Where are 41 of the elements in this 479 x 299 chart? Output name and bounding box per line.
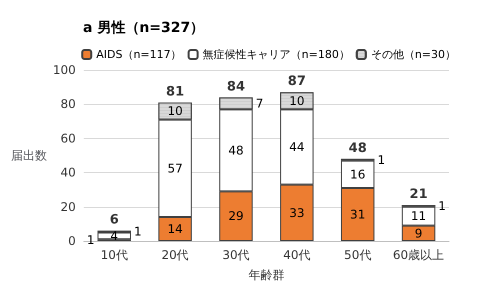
data-label: 33 [289, 206, 304, 220]
data-label: 10 [289, 94, 304, 108]
legend-label: AIDS（n=117） [96, 48, 182, 61]
x-tick-label: 60歳以上 [392, 248, 444, 262]
y-tick-label: 0 [68, 234, 76, 248]
x-tick-label: 50代 [344, 248, 372, 262]
data-label: 48 [228, 143, 244, 158]
x-tick-label: 40代 [283, 248, 310, 262]
data-label: 1 [377, 152, 386, 167]
x-tick-label: 20代 [161, 248, 189, 262]
data-label: 44 [289, 140, 304, 154]
data-label: 7 [256, 96, 264, 110]
total-label: 81 [166, 84, 184, 100]
data-label: 29 [228, 209, 244, 224]
data-label: 1 [438, 198, 446, 213]
data-label: 11 [410, 209, 426, 224]
data-label: 9 [414, 226, 422, 240]
data-label: 1 [134, 224, 142, 239]
legend-label: その他（n=30） [370, 48, 456, 61]
chart-title: a 男性（n=327） [83, 20, 204, 36]
y-tick-label: 20 [60, 200, 76, 214]
data-label: 57 [167, 161, 183, 176]
data-label: 1 [86, 233, 94, 248]
y-axis-title: 届出数 [11, 148, 47, 162]
data-label: 14 [167, 222, 183, 236]
data-label: 10 [167, 104, 183, 118]
y-tick-label: 40 [60, 166, 76, 180]
data-label: 31 [350, 207, 366, 222]
y-tick-label: 60 [60, 131, 76, 146]
x-tick-label: 10代 [100, 248, 128, 262]
data-label: 16 [350, 167, 366, 182]
total-label: 87 [288, 74, 306, 90]
total-label: 48 [348, 140, 367, 156]
total-label: 6 [110, 212, 119, 228]
total-label: 84 [226, 79, 246, 94]
y-tick-label: 100 [52, 63, 76, 77]
x-axis-title: 年齢群 [248, 268, 284, 282]
legend-label: 無症候性キャリア（n=180） [202, 48, 350, 61]
y-tick-label: 80 [60, 97, 76, 112]
x-tick-label: 30代 [222, 248, 250, 262]
total-label: 21 [410, 187, 428, 202]
